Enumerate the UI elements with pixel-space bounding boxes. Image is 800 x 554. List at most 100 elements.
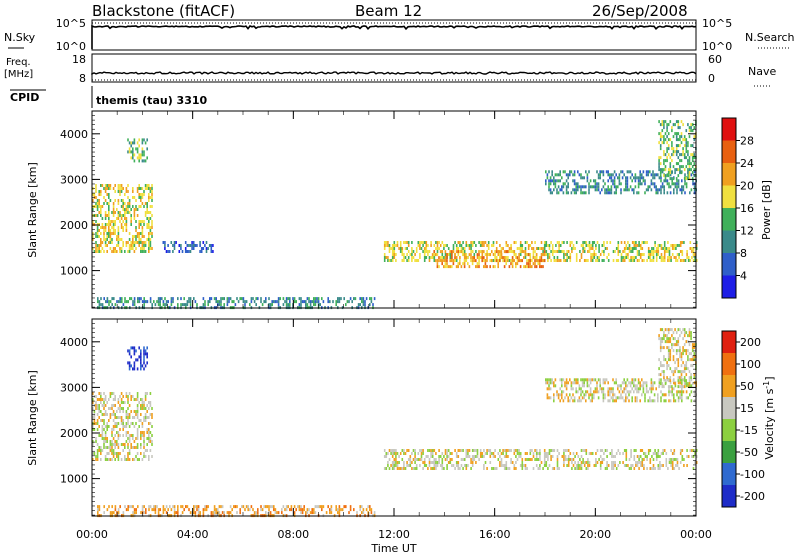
power-echo-cell bbox=[620, 241, 623, 244]
power-echo-cell bbox=[100, 238, 102, 241]
power-echo-cell bbox=[143, 303, 145, 307]
power-echo-cell bbox=[683, 259, 685, 262]
velocity-echo-cell bbox=[127, 446, 129, 449]
power-echo-cell bbox=[575, 256, 578, 259]
power-echo-cell bbox=[672, 165, 675, 169]
power-echo-cell bbox=[250, 300, 253, 304]
velocity-echo-cell bbox=[143, 511, 145, 515]
power-echo-cell bbox=[393, 250, 396, 253]
power-echo-cell bbox=[462, 262, 464, 266]
power-echo-cell bbox=[660, 191, 662, 195]
power-echo-cell bbox=[668, 182, 670, 186]
power-echo-cell bbox=[452, 259, 455, 262]
power-echo-cell bbox=[316, 300, 318, 304]
power-echo-cell bbox=[387, 241, 389, 244]
power-echo-cell bbox=[172, 250, 174, 253]
velocity-echo-cell bbox=[97, 511, 99, 515]
velocity-echo-cell bbox=[164, 508, 166, 512]
velocity-colorbar-tick-label: -200 bbox=[740, 490, 765, 503]
velocity-echo-cell bbox=[393, 452, 396, 455]
velocity-echo-cell bbox=[97, 508, 99, 512]
velocity-echo-cell bbox=[669, 352, 672, 356]
velocity-echo-cell bbox=[117, 431, 120, 434]
power-echo-cell bbox=[459, 250, 461, 254]
velocity-echo-cell bbox=[548, 384, 550, 388]
velocity-echo-cell bbox=[524, 452, 527, 455]
velocity-echo-cell bbox=[575, 467, 578, 470]
velocity-echo-cell bbox=[637, 387, 640, 391]
power-echo-cell bbox=[639, 176, 641, 180]
velocity-echo-cell bbox=[641, 464, 644, 467]
power-echo-cell bbox=[690, 144, 692, 148]
velocity-echo-cell bbox=[585, 378, 587, 382]
power-echo-cell bbox=[554, 173, 557, 177]
velocity-echo-cell bbox=[293, 511, 296, 515]
velocity-echo-cell bbox=[92, 440, 94, 443]
power-echo-cell bbox=[406, 247, 408, 250]
power-echo-cell bbox=[164, 297, 166, 301]
velocity-echo-cell bbox=[111, 511, 113, 515]
velocity-echo-cell bbox=[618, 390, 621, 394]
power-echo-cell bbox=[500, 250, 503, 254]
power-echo-cell bbox=[136, 190, 139, 193]
power-echo-cell bbox=[597, 176, 600, 180]
velocity-echo-cell bbox=[652, 399, 654, 403]
power-echo-cell bbox=[690, 188, 693, 192]
power-echo-cell bbox=[120, 238, 123, 241]
power-echo-cell bbox=[659, 168, 662, 172]
velocity-echo-cell bbox=[114, 425, 116, 428]
power-echo-cell bbox=[208, 244, 211, 247]
power-echo-cell bbox=[599, 191, 601, 195]
power-echo-cell bbox=[431, 253, 434, 257]
power-echo-cell bbox=[529, 262, 531, 266]
velocity-echo-cell bbox=[567, 396, 569, 400]
power-echo-cell bbox=[669, 165, 672, 169]
velocity-echo-cell bbox=[96, 404, 99, 407]
velocity-echo-cell bbox=[503, 467, 506, 470]
power-echo-cell bbox=[96, 244, 99, 247]
velocity-echo-cell bbox=[625, 458, 628, 461]
velocity-echo-cell bbox=[460, 464, 463, 467]
velocity-echo-cell bbox=[597, 390, 600, 394]
velocity-echo-cell bbox=[628, 390, 630, 394]
power-echo-cell bbox=[681, 253, 684, 256]
velocity-echo-cell bbox=[104, 425, 107, 428]
velocity-echo-cell bbox=[580, 390, 582, 394]
power-echo-cell bbox=[491, 244, 493, 247]
power-echo-cell bbox=[636, 191, 638, 195]
power-echo-cell bbox=[109, 232, 112, 235]
power-echo-cell bbox=[106, 297, 109, 301]
power-echo-cell bbox=[106, 223, 108, 226]
power-echo-cell bbox=[669, 120, 672, 124]
velocity-echo-cell bbox=[149, 404, 152, 407]
power-echo-cell bbox=[505, 259, 508, 262]
power-echo-cell bbox=[127, 208, 129, 211]
velocity-echo-cell bbox=[526, 452, 528, 455]
power-echo-cell bbox=[451, 250, 453, 254]
velocity-echo-cell bbox=[92, 452, 94, 455]
velocity-echo-cell bbox=[127, 416, 129, 419]
power-echo-cell bbox=[554, 179, 557, 183]
velocity-echo-cell bbox=[612, 387, 614, 391]
power-echo-cell bbox=[205, 247, 208, 250]
velocity-echo-cell bbox=[682, 352, 684, 356]
velocity-echo-cell bbox=[563, 455, 565, 458]
power-echo-cell bbox=[583, 241, 586, 244]
power-echo-cell bbox=[108, 220, 110, 223]
power-echo-cell bbox=[133, 159, 136, 163]
power-echo-cell bbox=[149, 217, 152, 220]
velocity-echo-cell bbox=[444, 458, 447, 461]
velocity-echo-cell bbox=[596, 387, 598, 391]
velocity-echo-cell bbox=[622, 461, 624, 464]
velocity-echo-cell bbox=[612, 455, 615, 458]
velocity-echo-cell bbox=[663, 376, 665, 380]
velocity-echo-cell bbox=[422, 449, 424, 452]
velocity-echo-cell bbox=[672, 343, 675, 347]
power-echo-cell bbox=[112, 247, 115, 250]
power-echo-cell bbox=[666, 147, 668, 151]
velocity-echo-cell bbox=[373, 511, 376, 515]
power-echo-cell bbox=[675, 144, 678, 148]
velocity-echo-cell bbox=[143, 407, 145, 410]
power-echo-cell bbox=[676, 259, 679, 262]
